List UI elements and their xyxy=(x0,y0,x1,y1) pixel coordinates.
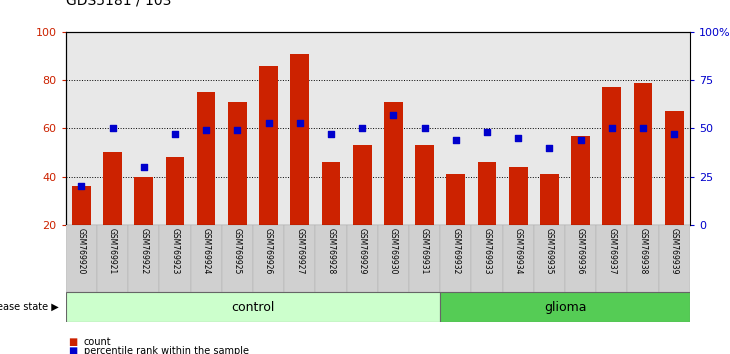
Bar xyxy=(634,82,653,225)
Point xyxy=(450,137,461,143)
Text: count: count xyxy=(84,337,112,347)
Bar xyxy=(322,162,340,225)
Bar xyxy=(509,167,528,225)
Point xyxy=(388,112,399,118)
Text: GSM769923: GSM769923 xyxy=(170,228,180,275)
Point xyxy=(325,131,337,137)
Bar xyxy=(259,65,278,225)
Bar xyxy=(97,225,128,292)
Text: GSM769937: GSM769937 xyxy=(607,228,616,275)
Text: glioma: glioma xyxy=(544,301,586,314)
Bar xyxy=(222,225,253,292)
Text: GSM769928: GSM769928 xyxy=(326,228,336,274)
Bar xyxy=(440,225,472,292)
Point xyxy=(169,131,181,137)
Point xyxy=(356,125,368,131)
Text: control: control xyxy=(231,301,274,314)
Point xyxy=(544,145,556,150)
Point xyxy=(419,125,431,131)
Bar xyxy=(477,162,496,225)
Bar xyxy=(347,225,378,292)
Point xyxy=(263,120,274,125)
Text: GSM769926: GSM769926 xyxy=(264,228,273,275)
Point xyxy=(512,135,524,141)
Text: GSM769920: GSM769920 xyxy=(77,228,86,275)
Bar xyxy=(534,225,565,292)
Point xyxy=(200,127,212,133)
Bar xyxy=(627,225,658,292)
Text: GSM769921: GSM769921 xyxy=(108,228,117,274)
Text: disease state ▶: disease state ▶ xyxy=(0,302,58,312)
Bar xyxy=(440,292,690,322)
Text: GSM769934: GSM769934 xyxy=(514,228,523,275)
Point xyxy=(231,127,243,133)
Bar xyxy=(103,153,122,225)
Point xyxy=(107,125,118,131)
Bar xyxy=(540,174,558,225)
Bar xyxy=(665,112,683,225)
Text: GSM769932: GSM769932 xyxy=(451,228,461,275)
Bar xyxy=(502,225,534,292)
Text: ■: ■ xyxy=(69,346,82,354)
Bar xyxy=(472,225,502,292)
Bar xyxy=(658,225,690,292)
Point xyxy=(575,137,586,143)
Text: GSM769930: GSM769930 xyxy=(389,228,398,275)
Bar xyxy=(353,145,372,225)
Bar xyxy=(197,92,215,225)
Bar xyxy=(291,53,309,225)
Bar xyxy=(191,225,222,292)
Bar xyxy=(409,225,440,292)
Bar xyxy=(315,225,347,292)
Text: GSM769936: GSM769936 xyxy=(576,228,585,275)
Point xyxy=(606,125,618,131)
Bar xyxy=(415,145,434,225)
Point xyxy=(481,129,493,135)
Bar xyxy=(384,102,403,225)
Text: GDS5181 / 103: GDS5181 / 103 xyxy=(66,0,171,7)
Bar xyxy=(159,225,191,292)
Bar xyxy=(447,174,465,225)
Text: GSM769935: GSM769935 xyxy=(545,228,554,275)
Bar xyxy=(134,177,153,225)
Text: GSM769922: GSM769922 xyxy=(139,228,148,274)
Point xyxy=(637,125,649,131)
Text: GSM769924: GSM769924 xyxy=(201,228,211,275)
Bar xyxy=(565,225,596,292)
Bar xyxy=(166,157,184,225)
Text: GSM769933: GSM769933 xyxy=(483,228,491,275)
Bar xyxy=(596,225,627,292)
Text: ■: ■ xyxy=(69,337,82,347)
Bar xyxy=(378,225,409,292)
Text: GSM769929: GSM769929 xyxy=(358,228,366,275)
Point xyxy=(138,164,150,170)
Bar xyxy=(253,225,284,292)
Text: GSM769938: GSM769938 xyxy=(639,228,648,275)
Bar xyxy=(572,136,590,225)
Bar xyxy=(284,225,315,292)
Bar xyxy=(66,292,440,322)
Bar xyxy=(72,186,91,225)
Point xyxy=(294,120,306,125)
Text: GSM769939: GSM769939 xyxy=(669,228,679,275)
Point xyxy=(75,183,87,189)
Bar xyxy=(228,102,247,225)
Text: percentile rank within the sample: percentile rank within the sample xyxy=(84,346,249,354)
Bar xyxy=(128,225,159,292)
Text: GSM769931: GSM769931 xyxy=(420,228,429,275)
Text: GSM769927: GSM769927 xyxy=(295,228,304,275)
Bar xyxy=(602,87,621,225)
Text: GSM769925: GSM769925 xyxy=(233,228,242,275)
Bar xyxy=(66,225,97,292)
Point xyxy=(669,131,680,137)
